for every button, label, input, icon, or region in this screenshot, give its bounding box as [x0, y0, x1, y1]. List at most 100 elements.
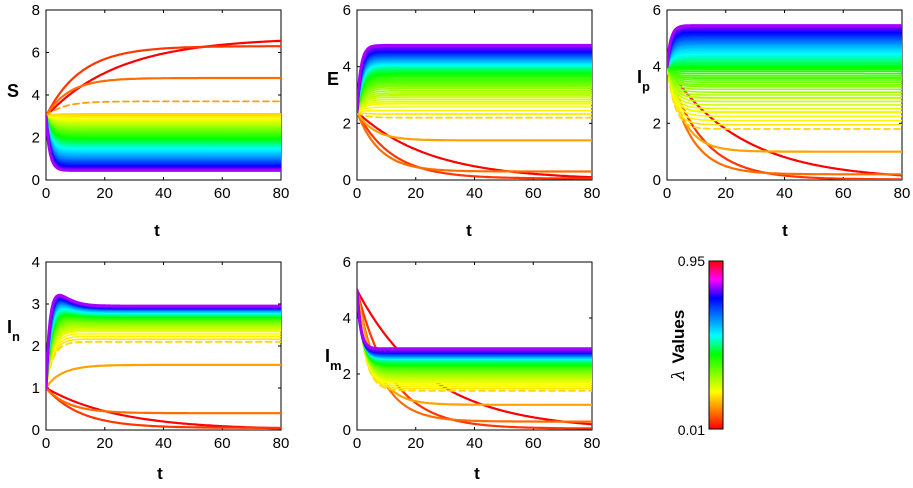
- x-tick-label: 80: [584, 185, 601, 202]
- series-line: [667, 66, 902, 106]
- series-line: [357, 288, 592, 406]
- series-line: [46, 115, 281, 143]
- series-line: [46, 115, 281, 123]
- series-line: [357, 289, 592, 351]
- colorbar-max-label: 0.95: [678, 253, 705, 269]
- y-tick-label: 3: [32, 296, 40, 313]
- series-line: [667, 38, 902, 67]
- series-line: [667, 39, 902, 67]
- series-line: [667, 62, 902, 68]
- series-line: [667, 65, 902, 88]
- colorbar-title: λ Values: [669, 310, 689, 382]
- y-tick-label: 0: [343, 422, 351, 439]
- series-line: [357, 288, 592, 374]
- series-group: [357, 43, 592, 180]
- series-line: [357, 100, 592, 113]
- series-line: [46, 116, 281, 141]
- series-line: [46, 116, 281, 145]
- series-line: [667, 45, 902, 67]
- series-line: [357, 74, 592, 114]
- series-line: [357, 289, 592, 357]
- series-line: [357, 47, 592, 113]
- series-line: [357, 289, 592, 356]
- series-line: [46, 115, 281, 156]
- series-line: [667, 65, 902, 130]
- y-tick-label: 4: [32, 254, 40, 271]
- series-line: [667, 56, 902, 68]
- series-line: [667, 66, 902, 73]
- series-line: [357, 289, 592, 388]
- series-line: [46, 76, 281, 118]
- series-line: [46, 115, 281, 120]
- series-line: [667, 51, 902, 68]
- series-line: [46, 329, 281, 389]
- x-tick-label: 60: [525, 435, 542, 452]
- series-line: [46, 386, 281, 429]
- series-line: [667, 66, 902, 126]
- series-line: [46, 114, 281, 172]
- series-line: [667, 32, 902, 67]
- series-line: [667, 65, 902, 114]
- series-line: [357, 288, 592, 378]
- y-axis-label-subscript: p: [642, 79, 650, 94]
- series-line: [357, 69, 592, 114]
- series-line: [667, 64, 902, 68]
- series-line: [46, 115, 281, 127]
- series-line: [667, 61, 902, 68]
- series-line: [667, 66, 902, 91]
- panel-s: S t 0 20 40 60 80 0 2 4 6 8: [7, 2, 289, 240]
- series-line: [357, 288, 592, 351]
- series-line: [667, 50, 902, 67]
- x-tick-label: 40: [776, 185, 793, 202]
- series-line: [357, 75, 592, 113]
- y-tick-label: 0: [653, 172, 661, 189]
- x-tick-label: 0: [42, 435, 50, 452]
- series-line: [667, 35, 902, 67]
- series-line: [667, 47, 902, 67]
- x-tick-label: 40: [466, 185, 483, 202]
- series-line: [667, 65, 902, 69]
- series-line: [357, 289, 592, 386]
- series-line: [667, 66, 902, 86]
- series-line: [46, 328, 281, 389]
- series-line: [667, 65, 902, 176]
- colorbar-title-greek: λ: [669, 370, 689, 382]
- series-line: [357, 90, 592, 113]
- y-axis-label: E: [327, 69, 339, 89]
- series-line: [46, 115, 281, 139]
- series-line: [357, 73, 592, 113]
- series-line: [46, 115, 281, 152]
- series-line: [357, 289, 592, 351]
- series-line: [46, 116, 281, 158]
- series-line: [357, 98, 592, 113]
- y-tick-label: 4: [32, 87, 40, 104]
- colorbar: 0.95 0.01 λ Values: [669, 253, 724, 438]
- series-line: [46, 115, 281, 124]
- series-line: [357, 289, 592, 356]
- series-line: [357, 79, 592, 114]
- series-line: [46, 340, 281, 389]
- series-line: [46, 113, 281, 118]
- series-line: [667, 28, 902, 69]
- series-line: [667, 40, 902, 67]
- series-line: [357, 72, 592, 113]
- series-line: [357, 288, 592, 384]
- series-line: [667, 53, 902, 68]
- series-line: [357, 111, 592, 119]
- series-line: [357, 289, 592, 376]
- x-tick-label: 0: [42, 185, 50, 202]
- series-line: [46, 115, 281, 136]
- series-line: [46, 386, 281, 415]
- x-tick-label: 80: [273, 185, 290, 202]
- y-tick-label: 0: [343, 172, 351, 189]
- series-line: [667, 54, 902, 68]
- y-tick-label: 0: [32, 422, 40, 439]
- series-line: [667, 24, 902, 69]
- series-line: [357, 81, 592, 113]
- series-group: [46, 293, 281, 430]
- series-line: [46, 115, 281, 122]
- series-line: [667, 66, 902, 117]
- series-line: [667, 45, 902, 68]
- x-tick-label: 0: [663, 185, 671, 202]
